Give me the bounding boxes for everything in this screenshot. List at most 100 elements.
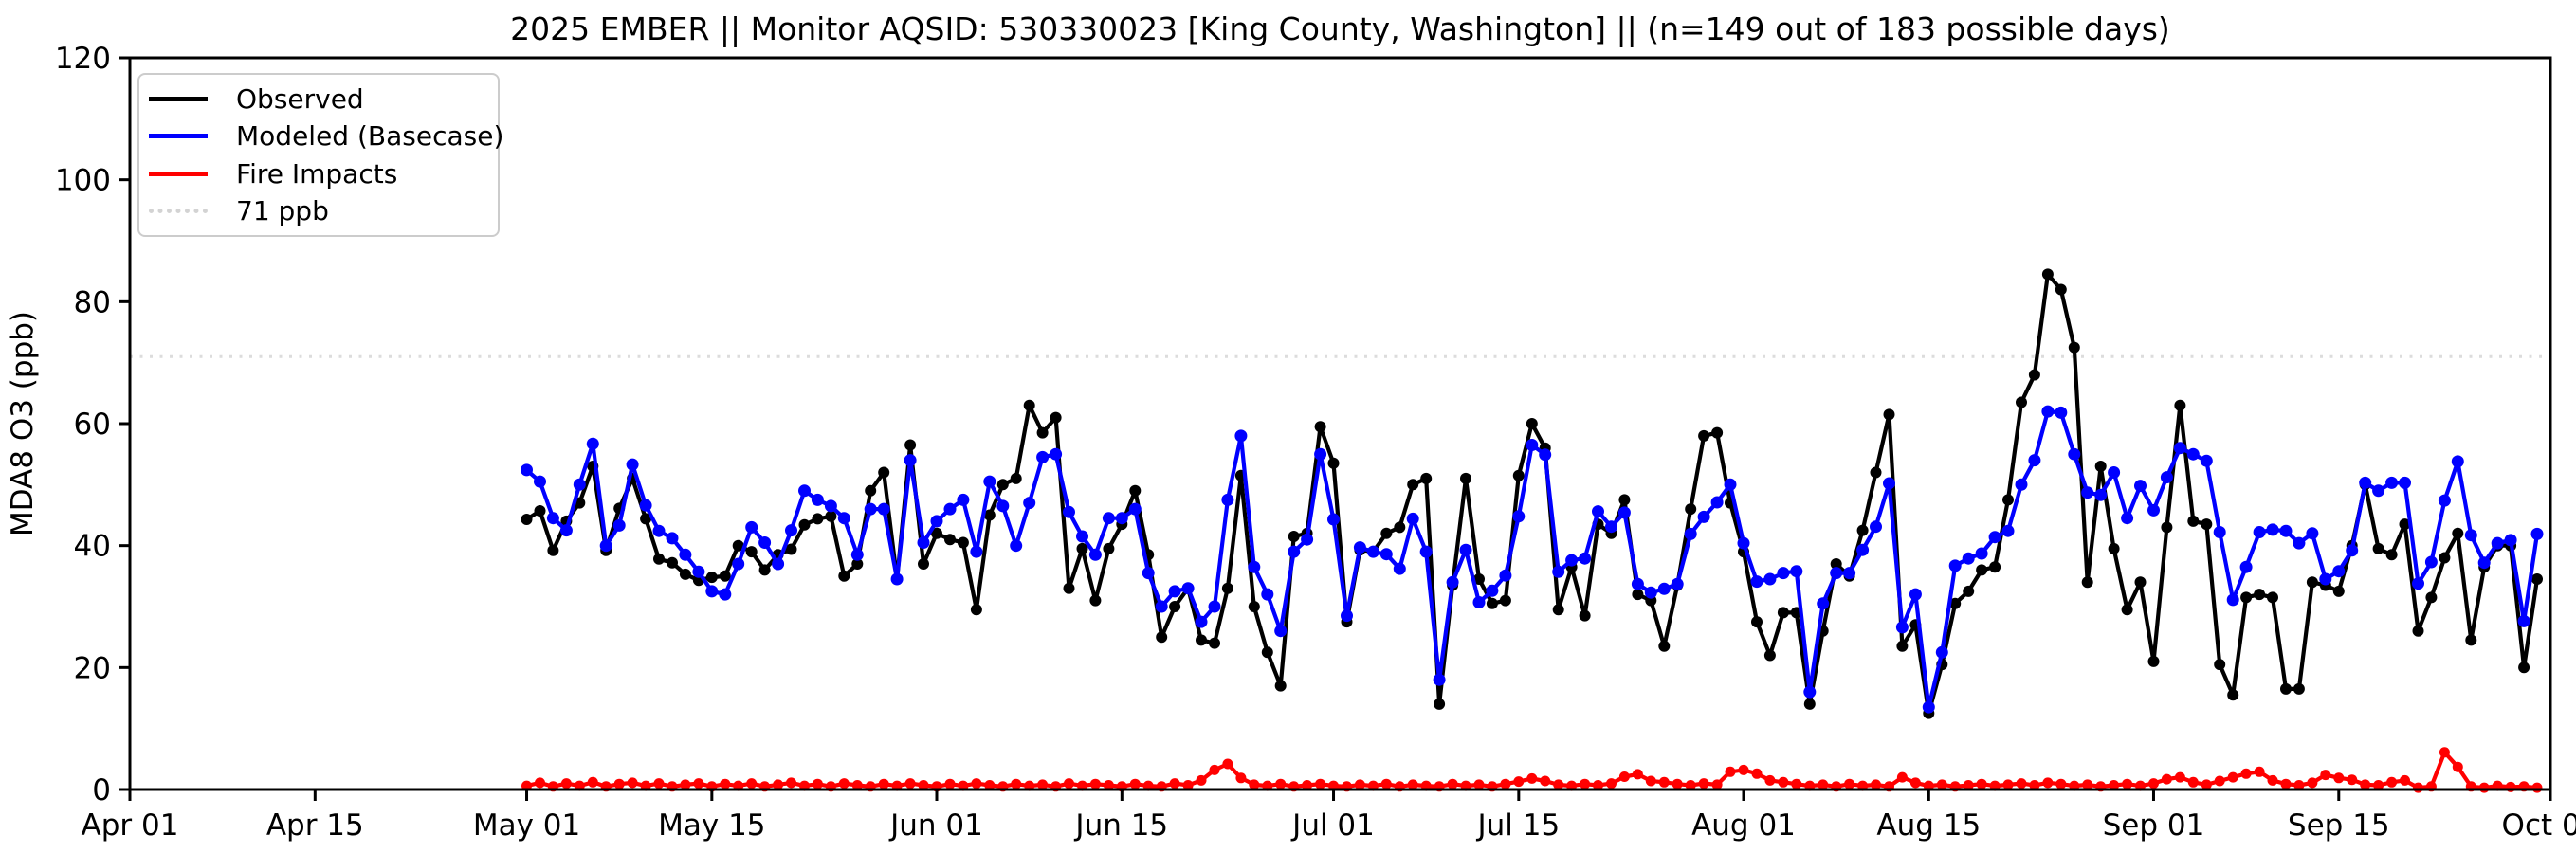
data-point <box>971 778 982 789</box>
y-tick-label: 60 <box>74 408 111 442</box>
threshold-line-swatch <box>149 208 208 213</box>
data-point <box>2413 782 2423 793</box>
data-point <box>2081 576 2093 589</box>
data-point <box>1553 779 1564 790</box>
data-point <box>573 478 586 491</box>
data-point <box>1472 596 1486 608</box>
data-point <box>1856 543 1870 556</box>
data-point <box>1023 399 1035 411</box>
x-tick-label: May 01 <box>473 808 580 843</box>
data-point <box>1580 778 1591 789</box>
data-point <box>1658 640 1671 652</box>
data-point <box>2068 447 2081 461</box>
data-point <box>1447 778 1458 789</box>
data-point <box>1803 685 1817 699</box>
data-point <box>521 514 533 525</box>
y-tick-label: 40 <box>74 530 111 564</box>
x-tick-label: Sep 15 <box>2288 808 2390 843</box>
data-point <box>1512 469 1525 481</box>
data-point <box>2213 526 2226 538</box>
y-tick-label: 120 <box>55 42 111 76</box>
data-point <box>1513 776 1525 788</box>
data-point <box>2293 536 2306 550</box>
data-point <box>2016 396 2027 408</box>
data-point <box>746 778 758 789</box>
data-point <box>1790 565 1803 578</box>
x-tick-label: Sep 01 <box>2103 808 2205 843</box>
data-point <box>692 565 705 578</box>
data-point <box>627 777 638 789</box>
data-point <box>2359 476 2372 489</box>
data-point <box>2439 747 2450 758</box>
data-point <box>2517 614 2530 627</box>
data-point <box>2531 573 2543 585</box>
data-point <box>1935 645 1948 659</box>
data-point <box>1011 778 1022 789</box>
x-tick-label: Aug 15 <box>1876 808 1981 843</box>
data-point <box>1645 775 1656 787</box>
data-point <box>1738 764 1749 775</box>
data-point <box>785 543 797 555</box>
data-point <box>1129 778 1141 789</box>
data-point <box>1975 547 1988 560</box>
data-point <box>1565 554 1579 567</box>
data-point <box>996 479 1009 491</box>
x-tick-label: Oct 01 <box>2502 808 2576 843</box>
data-point <box>2400 774 2410 786</box>
data-point <box>877 502 890 516</box>
data-point <box>1089 594 1102 607</box>
data-point <box>1618 771 1630 782</box>
data-point <box>652 524 666 537</box>
legend-label-observed: Observed <box>236 83 364 116</box>
data-point <box>1182 780 1194 790</box>
x-tick-label: Apr 15 <box>266 808 364 843</box>
data-point <box>944 534 956 546</box>
data-point <box>838 778 850 789</box>
data-point <box>2002 779 2014 790</box>
legend-item-fire: Fire Impacts <box>149 155 498 191</box>
data-point <box>1763 572 1777 586</box>
data-point <box>1036 450 1050 463</box>
data-point <box>812 778 823 789</box>
data-point <box>1314 447 1327 461</box>
data-point <box>2424 555 2438 569</box>
data-point <box>1103 542 1115 554</box>
data-point <box>1896 771 1908 783</box>
legend-item-threshold: 71 ppb <box>149 192 498 228</box>
data-point <box>599 539 612 553</box>
data-point <box>1274 625 1288 638</box>
data-point <box>2029 780 2040 790</box>
data-point <box>970 545 983 558</box>
data-point <box>535 777 545 789</box>
data-point <box>2254 766 2265 777</box>
data-point <box>587 776 598 788</box>
data-point <box>918 780 929 790</box>
data-point <box>1764 774 1776 786</box>
data-point <box>2465 634 2477 646</box>
data-point <box>705 572 718 584</box>
data-point <box>666 532 679 545</box>
data-point <box>2267 591 2278 604</box>
data-point <box>2412 577 2424 590</box>
data-point <box>2187 515 2200 527</box>
data-point <box>1407 779 1418 790</box>
data-point <box>2451 455 2464 468</box>
data-point <box>2452 527 2464 539</box>
data-point <box>1593 780 1603 790</box>
data-point <box>1698 429 1710 442</box>
data-point <box>2399 476 2411 489</box>
data-point <box>1725 766 1736 777</box>
legend-label-threshold: 71 ppb <box>236 194 329 227</box>
data-point <box>1460 472 1471 484</box>
data-point <box>680 779 691 790</box>
data-point <box>1434 698 1446 710</box>
data-point <box>1976 564 1988 576</box>
data-point <box>1606 778 1617 789</box>
data-point <box>1234 429 1248 443</box>
data-point <box>2531 782 2543 793</box>
data-point <box>1818 779 1829 790</box>
data-point <box>534 475 546 488</box>
data-point <box>1261 588 1274 601</box>
legend-item-observed: Observed <box>149 82 498 118</box>
